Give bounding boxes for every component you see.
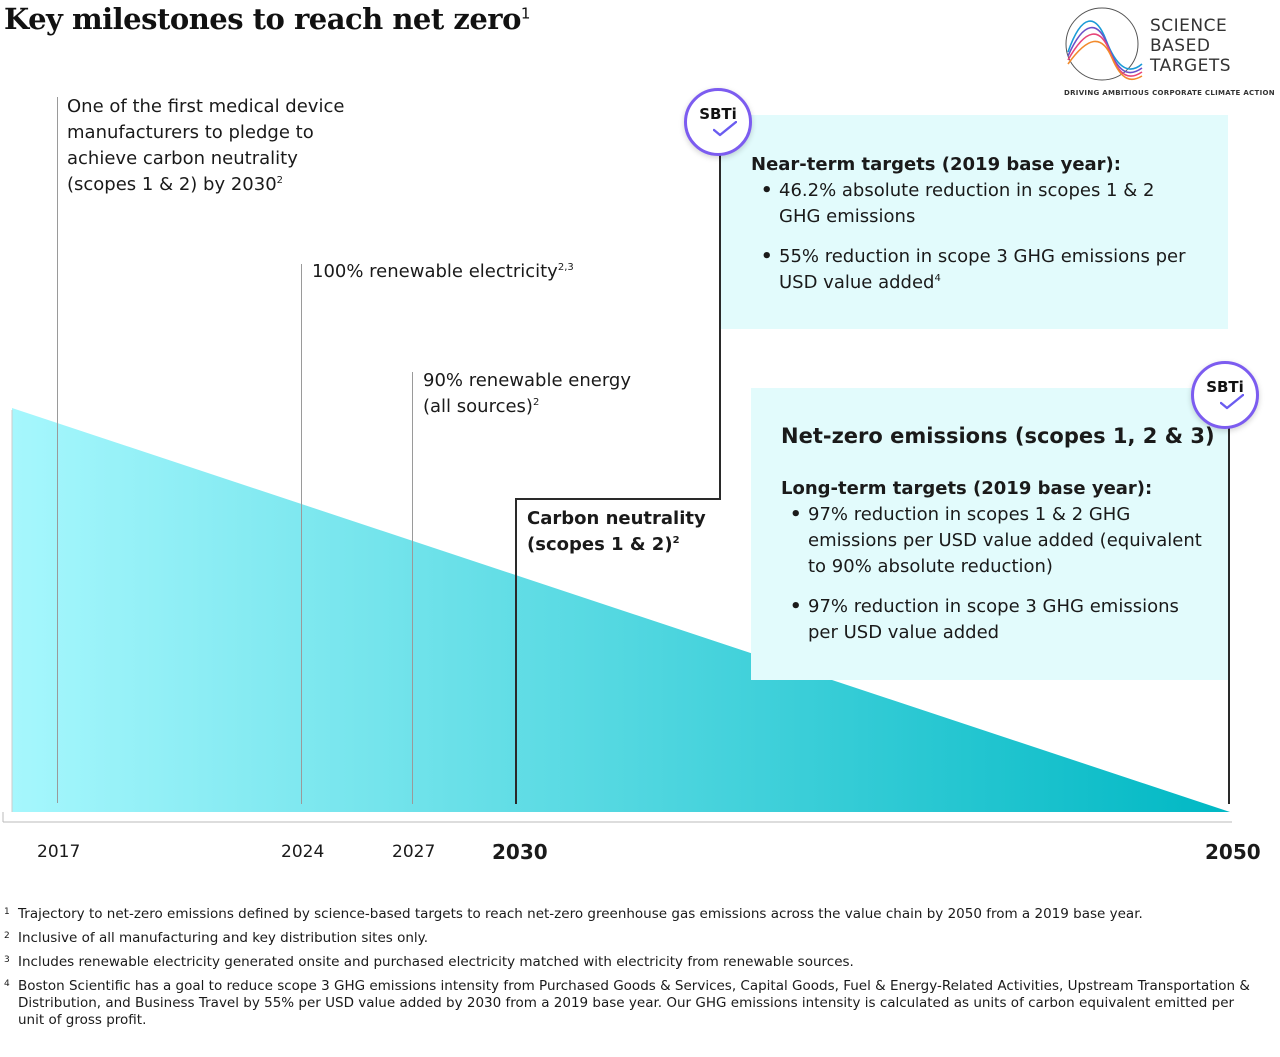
milestone-2030-footnote-ref: 2 [672, 535, 680, 546]
title-footnote-ref: 1 [520, 4, 531, 23]
footnote-3: 3 Includes renewable electricity generate… [4, 954, 1264, 971]
milestone-2017: One of the first medical device manufact… [67, 94, 367, 198]
footnotes: 1 Trajectory to net-zero emissions define… [4, 906, 1264, 1036]
footnote-1: 1 Trajectory to net-zero emissions define… [4, 906, 1264, 923]
footnote-3-number: 3 [4, 955, 10, 965]
long-term-title: Net-zero emissions (scopes 1, 2 & 3) [781, 424, 1215, 448]
near-term-bullet-1-text: 46.2% absolute reduction in scopes 1 & 2… [779, 180, 1155, 227]
milestone-2017-text: One of the first medical device manufact… [67, 96, 345, 195]
milestone-line-2024 [301, 264, 302, 804]
long-term-bullet-1: 97% reduction in scopes 1 & 2 GHG emissi… [782, 502, 1202, 580]
long-term-bullet-2-text: 97% reduction in scope 3 GHG emissions p… [808, 596, 1179, 643]
year-2017: 2017 [37, 842, 81, 862]
footnote-2: 2 Inclusive of all manufacturing and key … [4, 930, 1264, 947]
milestone-2017-footnote-ref: 2 [276, 175, 284, 186]
logo-line-1: SCIENCE [1150, 16, 1228, 36]
near-term-heading: Near-term targets (2019 base year): [751, 154, 1121, 175]
footnote-4: 4 Boston Scientific has a goal to reduce … [4, 978, 1264, 1029]
milestone-2027-footnote-ref: 2 [532, 397, 540, 408]
emissions-trajectory-wedge [2, 408, 1232, 823]
footnote-4-number: 4 [4, 979, 10, 989]
logo-line-2: BASED [1150, 36, 1211, 56]
near-term-bullet-2-footnote-ref: 4 [934, 273, 941, 284]
long-term-list: 97% reduction in scopes 1 & 2 GHG emissi… [782, 502, 1202, 660]
near-term-bullet-1: 46.2% absolute reduction in scopes 1 & 2… [753, 178, 1193, 230]
milestone-2024: 100% renewable electricity2,3 [312, 259, 574, 285]
milestone-line-2050 [1228, 420, 1230, 804]
milestone-line-2017 [57, 97, 58, 803]
sbti-badge-long-term: SBTi [1191, 361, 1259, 429]
long-term-bullet-1-text: 97% reduction in scopes 1 & 2 GHG emissi… [808, 504, 1202, 577]
year-2027: 2027 [392, 842, 436, 862]
logo-line-3: TARGETS [1150, 56, 1232, 76]
footnote-1-number: 1 [4, 907, 10, 917]
year-2030: 2030 [492, 840, 548, 864]
checkmark-icon [1220, 394, 1244, 410]
footnote-2-number: 2 [4, 931, 10, 941]
footnote-3-text: Includes renewable electricity generated… [18, 954, 854, 970]
long-term-bullet-2: 97% reduction in scope 3 GHG emissions p… [782, 594, 1202, 646]
long-term-targets-panel: Net-zero emissions (scopes 1, 2 & 3) Lon… [751, 388, 1228, 680]
milestone-line-2030 [515, 498, 517, 804]
milestone-line-2027 [412, 372, 413, 804]
footnote-4-text: Boston Scientific has a goal to reduce s… [18, 978, 1250, 1028]
milestone-2027: 90% renewable energy (all sources)2 [423, 368, 653, 420]
sbti-badge-long-term-label: SBTi [1206, 378, 1244, 396]
near-term-targets-panel: Near-term targets (2019 base year): 46.2… [721, 115, 1228, 329]
milestone-2024-text: 100% renewable electricity [312, 261, 558, 282]
checkmark-icon [713, 121, 737, 137]
milestone-2027-text: 90% renewable energy (all sources) [423, 370, 631, 417]
connector-2030-horizontal [515, 498, 721, 500]
trajectory-fill [12, 408, 1230, 812]
near-term-list: 46.2% absolute reduction in scopes 1 & 2… [753, 178, 1193, 310]
sbt-logo [1062, 6, 1146, 86]
year-2024: 2024 [281, 842, 325, 862]
milestone-2024-footnote-ref: 2,3 [557, 262, 574, 273]
sbt-logo-text: SCIENCE BASED TARGETS [1150, 16, 1231, 76]
near-term-bullet-2: 55% reduction in scope 3 GHG emissions p… [753, 244, 1193, 296]
sbti-badge-near-term: SBTi [684, 88, 752, 156]
page-title: Key milestones to reach net zero1 [4, 2, 530, 36]
footnote-2-text: Inclusive of all manufacturing and key d… [18, 930, 429, 946]
milestone-2030-text: Carbon neutrality (scopes 1 & 2) [527, 508, 706, 555]
sbt-logo-mark-icon [1065, 7, 1143, 81]
logo-tagline: DRIVING AMBITIOUS CORPORATE CLIMATE ACTI… [1064, 89, 1275, 97]
milestone-2030: Carbon neutrality (scopes 1 & 2)2 [527, 506, 709, 558]
sbti-badge-near-term-label: SBTi [699, 105, 737, 123]
long-term-heading: Long-term targets (2019 base year): [781, 478, 1153, 499]
year-2050: 2050 [1205, 840, 1261, 864]
title-text: Key milestones to reach net zero [4, 2, 521, 36]
near-term-bullet-2-text: 55% reduction in scope 3 GHG emissions p… [779, 246, 1186, 293]
connector-2030-to-near-term [719, 150, 721, 500]
footnote-1-text: Trajectory to net-zero emissions defined… [18, 906, 1143, 922]
